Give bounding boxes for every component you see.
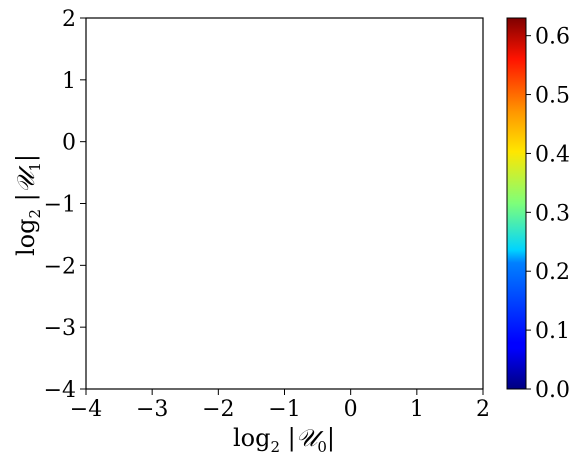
y-tick-label: −3 (44, 316, 76, 341)
colorbar-tick-label: 0.0 (535, 378, 570, 403)
x-tick-label: −3 (136, 397, 168, 422)
x-axis-ticks: −4 −3 −2 −1 0 1 2 (70, 389, 490, 422)
y-tick-label: 2 (62, 7, 76, 32)
colorbar-tick-label: 0.1 (535, 319, 570, 344)
colorbar-tick-label: 0.5 (535, 84, 570, 109)
colorbar (506, 17, 527, 390)
x-tick-label: −1 (268, 397, 300, 422)
colorbar-ticks: 0.0 0.1 0.2 0.3 0.4 0.5 0.6 (526, 25, 570, 403)
x-axis-label: log2 |𝒰0| (233, 424, 335, 456)
y-tick-label: −2 (44, 254, 76, 279)
x-tick-label: 0 (344, 397, 358, 422)
colorbar-tick-label: 0.6 (535, 25, 570, 50)
plot-frame (85, 17, 484, 390)
y-axis-ticks: −4 −3 −2 −1 0 1 2 (44, 7, 86, 403)
colorbar-tick-label: 0.4 (535, 142, 570, 167)
x-tick-label: 2 (476, 397, 490, 422)
colorbar-tick-label: 0.2 (535, 260, 570, 285)
y-tick-label: −1 (44, 193, 76, 218)
y-tick-label: 1 (62, 69, 76, 94)
x-tick-label: 1 (410, 397, 424, 422)
y-tick-label: 0 (62, 131, 76, 156)
x-tick-label: −4 (70, 397, 102, 422)
x-tick-label: −2 (202, 397, 234, 422)
y-tick-label: −4 (44, 378, 76, 403)
colorbar-tick-label: 0.3 (535, 201, 570, 226)
y-axis-label: log2 |𝒰1| (12, 154, 44, 256)
